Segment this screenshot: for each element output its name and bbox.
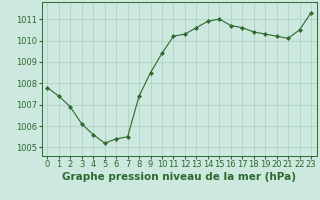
X-axis label: Graphe pression niveau de la mer (hPa): Graphe pression niveau de la mer (hPa) xyxy=(62,172,296,182)
